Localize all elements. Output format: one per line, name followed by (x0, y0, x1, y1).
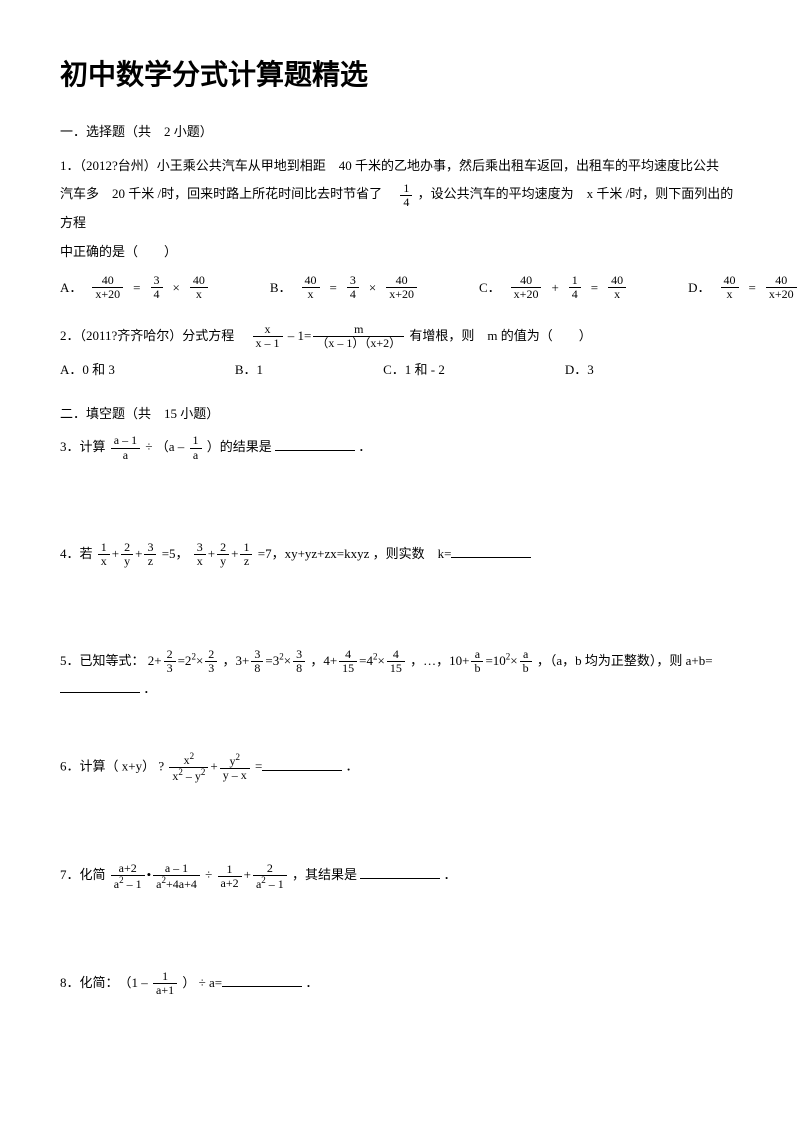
q7-a: 7．化简 (60, 867, 109, 882)
q2-choice-d: D．3 (565, 358, 594, 381)
frac-q5-7: ab (471, 648, 483, 675)
question-4: 4．若 1x+2y+3z =5， 3x+2y+1z =7，xy+yz+zx=kx… (60, 540, 740, 569)
choice-label-a: A． (60, 276, 82, 299)
q4-b: =5， (162, 546, 189, 561)
q7-b: ，其结果是 (292, 867, 360, 882)
frac-q5-4: 38 (293, 648, 305, 675)
frac-q4-4: 3x (194, 541, 206, 568)
q3-a: 3．计算 (60, 439, 109, 454)
question-7: 7．化简 a+2a2 – 1•a – 1a2+4a+4 ÷ 1a+2+2a2 –… (60, 861, 740, 891)
frac-q2-1: xx – 1 (253, 323, 283, 350)
q1-text-line1: 1．（2012?台州）小王乘公共汽车从甲地到相距 40 千米的乙地办事，然后乘出… (60, 158, 719, 173)
choice-label-b: B． (270, 276, 292, 299)
frac-q5-6: 415 (387, 648, 405, 675)
q3-d: ． (358, 439, 371, 454)
blank-q7 (360, 865, 440, 879)
q5-e: ，（a，b 均为正整数），则 a+b= (537, 653, 713, 668)
q5-b: ，3+ (223, 653, 250, 668)
frac-q7-2: a – 1a2+4a+4 (153, 862, 200, 891)
q5-d: ，…，10+ (410, 653, 469, 668)
q7-c: ． (444, 867, 457, 882)
frac-q7-4: 2a2 – 1 (253, 862, 287, 891)
choice-label-c: C． (479, 276, 501, 299)
frac-q4-1: 1x (98, 541, 110, 568)
q8-b: ） ÷ a= (182, 975, 222, 990)
q1-choice-c: C． 40x+20+14=40x (479, 274, 628, 301)
q5-c: ，4+ (310, 653, 337, 668)
frac-a1: 40x+20 (92, 274, 123, 301)
frac-q4-2: 2y (121, 541, 133, 568)
q5-f: ． (143, 681, 156, 696)
question-8: 8．化简： （1 – 1a+1 ） ÷ a= ． (60, 969, 740, 998)
frac-q6-1: x2x2 – y2 (169, 752, 208, 783)
q5-a: 5．已知等式： 2+ (60, 653, 162, 668)
question-3: 3．计算 a – 1a ÷ （a – 1a ）的结果是 ． (60, 433, 740, 462)
q1-choice-b: B． 40x=34×40x+20 (270, 274, 419, 301)
frac-q5-8: ab (520, 648, 532, 675)
question-1: 1．（2012?台州）小王乘公共汽车从甲地到相距 40 千米的乙地办事，然后乘出… (60, 152, 740, 266)
q6-a: 6．计算（ x+y） ? (60, 759, 164, 774)
question-6: 6．计算（ x+y） ? x2x2 – y2+y2y – x = ． (60, 752, 740, 783)
frac-q5-3: 38 (251, 648, 263, 675)
q1-choices: A． 40x+20=34×40x B． 40x=34×40x+20 C． 40x… (60, 274, 740, 301)
q6-b: = (255, 759, 262, 774)
section-1-header: 一．选择题（共 2 小题） (60, 120, 740, 143)
q2-text-b: 有增根，则 m 的值为（ ） (409, 328, 591, 343)
frac-d1: 40x (721, 274, 739, 301)
question-5: 5．已知等式： 2+23=22×23 ，3+38=32×38 ，4+415=42… (60, 647, 740, 704)
q8-c: ． (305, 975, 318, 990)
frac-b2: 34 (347, 274, 359, 301)
blank-q4 (451, 544, 531, 558)
frac-c3: 40x (608, 274, 626, 301)
frac-q7-1: a+2a2 – 1 (111, 862, 145, 891)
frac-q4-3: 3z (144, 541, 156, 568)
frac-c2: 14 (569, 274, 581, 301)
q3-c: ）的结果是 (207, 439, 275, 454)
frac-a2: 34 (151, 274, 163, 301)
q1-text-line2a: 汽车多 20 千米 /时，回来时路上所花时间比去时节省了 (60, 186, 395, 201)
frac-c1: 40x+20 (511, 274, 542, 301)
frac-q7-3: 1a+2 (218, 863, 242, 890)
q6-c: ． (346, 759, 359, 774)
frac-q6-2: y2y – x (220, 753, 250, 782)
q1-choice-a: A． 40x+20=34×40x (60, 274, 210, 301)
frac-d2: 40x+20 (766, 274, 797, 301)
frac-q3-1: a – 1a (111, 434, 140, 461)
q2-text-a: 2．（2011?齐齐哈尔）分式方程 (60, 328, 247, 343)
q2-choice-c: C．1 和 - 2 (383, 358, 445, 381)
frac-a3: 40x (190, 274, 208, 301)
frac-q4-5: 2y (217, 541, 229, 568)
fraction-1-4: 14 (400, 182, 412, 209)
frac-q5-5: 415 (339, 648, 357, 675)
q4-c: =7，xy+yz+zx=kxyz ，则实数 k= (258, 546, 452, 561)
blank-q6 (262, 757, 342, 771)
blank-q8 (222, 973, 302, 987)
choice-label-d: D． (688, 276, 710, 299)
frac-q8-1: 1a+1 (153, 970, 177, 997)
q1-choice-d: D． 40x=40x+20 – 14 (688, 274, 800, 301)
frac-q2-2: m（x – 1）（x+2） (313, 323, 404, 350)
q3-b: （a – (156, 439, 188, 454)
frac-q5-2: 23 (205, 648, 217, 675)
q1-text-line3: 中正确的是（ ） (60, 244, 177, 259)
frac-q4-6: 1z (240, 541, 252, 568)
q2-choice-a: A．0 和 3 (60, 358, 115, 381)
frac-q5-1: 23 (164, 648, 176, 675)
frac-q3-2: 1a (190, 434, 202, 461)
q8-a: 8．化简： （1 – (60, 975, 151, 990)
frac-b1: 40x (302, 274, 320, 301)
question-2: 2．（2011?齐齐哈尔）分式方程 xx – 1 – 1=m（x – 1）（x+… (60, 322, 740, 351)
q2-choice-b: B．1 (235, 358, 263, 381)
blank-q5 (60, 679, 140, 693)
q4-a: 4．若 (60, 546, 96, 561)
page-title: 初中数学分式计算题精选 (60, 50, 740, 100)
frac-b3: 40x+20 (386, 274, 417, 301)
q2-choices: A．0 和 3 B．1 C．1 和 - 2 D．3 (60, 358, 740, 381)
blank-q3 (275, 437, 355, 451)
section-2-header: 二．填空题（共 15 小题） (60, 402, 740, 425)
